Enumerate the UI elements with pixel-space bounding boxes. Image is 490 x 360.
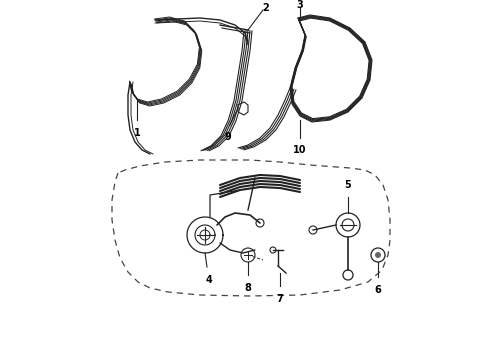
- Text: 9: 9: [224, 132, 231, 142]
- Circle shape: [375, 252, 381, 258]
- Text: 4: 4: [206, 275, 212, 285]
- Text: 2: 2: [263, 3, 270, 13]
- Text: 1: 1: [134, 128, 140, 138]
- Text: 3: 3: [296, 0, 303, 10]
- Text: 8: 8: [245, 283, 251, 293]
- Text: 7: 7: [277, 294, 283, 304]
- Text: 6: 6: [375, 285, 381, 295]
- Text: 5: 5: [344, 180, 351, 190]
- Text: 10: 10: [293, 145, 307, 155]
